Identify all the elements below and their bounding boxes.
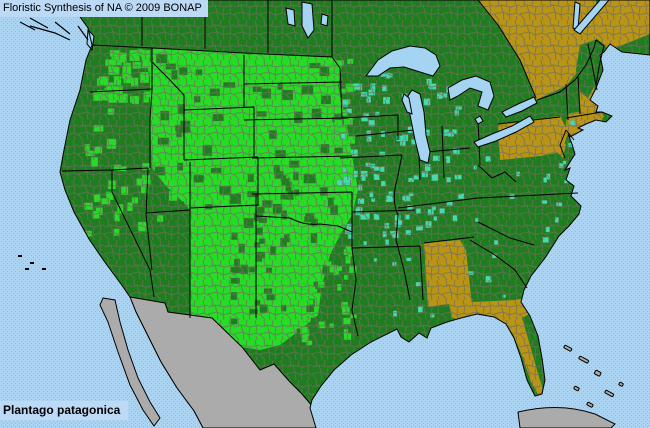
bahamas-islands bbox=[563, 344, 624, 408]
british-columbia-inlets bbox=[19, 17, 89, 41]
species-name-label: Plantago patagonica bbox=[0, 401, 129, 420]
coastline bbox=[39, 0, 650, 428]
map-title: Floristic Synthesis of NA © 2009 BONAP bbox=[0, 0, 208, 17]
great-lakes bbox=[86, 0, 610, 164]
region-cuba-outside-range bbox=[517, 406, 616, 428]
channel-islands bbox=[18, 255, 46, 270]
state-borders bbox=[61, 0, 605, 337]
region-baja-california-outside-range bbox=[99, 297, 161, 427]
